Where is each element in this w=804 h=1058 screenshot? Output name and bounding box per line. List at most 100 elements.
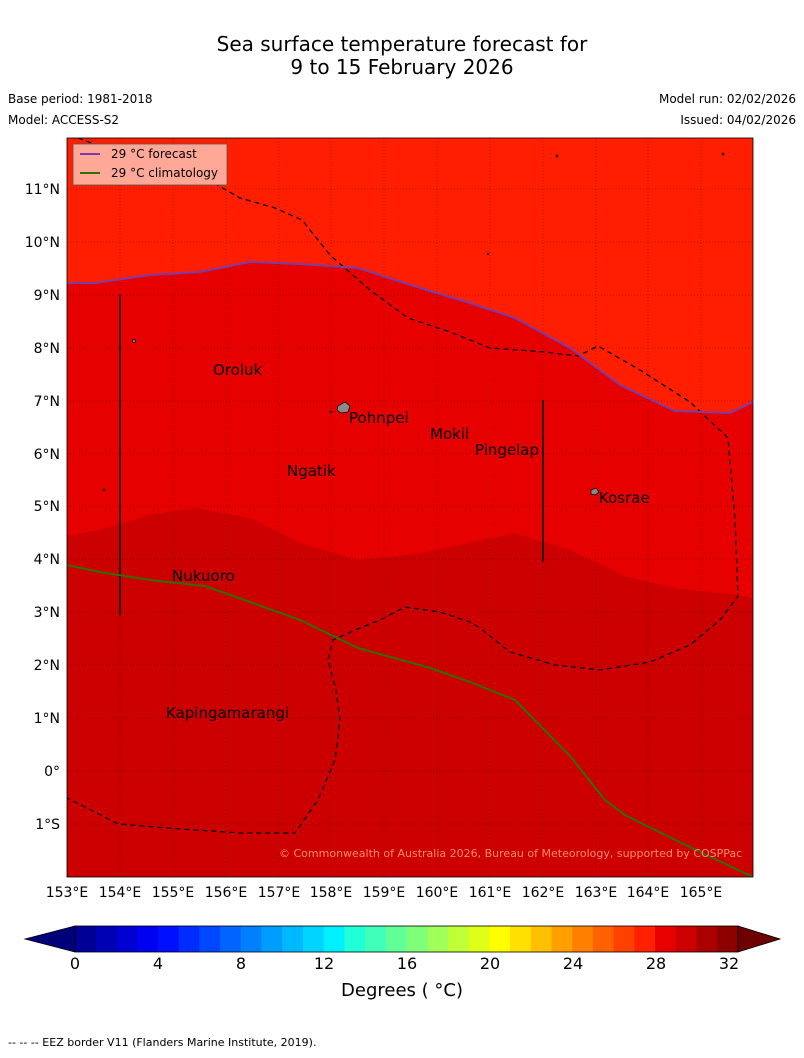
lon-tick-label: 158°E (310, 885, 353, 901)
title-line-2: 9 to 15 February 2026 (290, 55, 514, 79)
colorbar-cell (696, 926, 718, 952)
lon-tick-label: 153°E (46, 885, 89, 901)
colorbar-high-arrow (737, 925, 782, 953)
lon-tick-label: 165°E (680, 885, 723, 901)
lat-tick-label: 2°N (34, 658, 60, 674)
colorbar-cell (572, 926, 594, 952)
lat-tick-label: 7°N (34, 394, 60, 410)
colorbar-cell (447, 926, 470, 952)
colorbar-cell (634, 926, 656, 952)
colorbar-cells (75, 926, 739, 952)
legend-climatology-label: 29 °C climatology (111, 166, 218, 180)
colorbar-cell (95, 926, 117, 952)
colorbar-cell (510, 926, 532, 952)
colorbar-cell (551, 926, 573, 952)
legend-forecast-label: 29 °C forecast (111, 147, 197, 161)
base-period: Base period: 1981-2018 (8, 92, 153, 106)
lat-tick-label: 9°N (34, 288, 60, 304)
copyright-note: © Commonwealth of Australia 2026, Bureau… (279, 847, 742, 860)
place-label-mokil: Mokil (430, 425, 469, 443)
lon-tick-label: 157°E (258, 885, 301, 901)
legend-box (72, 143, 228, 186)
colorbar-cell (427, 926, 449, 952)
lon-tick-label: 154°E (99, 885, 142, 901)
islands (102, 152, 725, 496)
colorbar-cell (116, 926, 138, 952)
colorbar-cell (344, 926, 366, 952)
colorbar-cell (406, 926, 428, 952)
lon-tick-label: 155°E (152, 885, 195, 901)
colorbar-cell (157, 926, 180, 952)
place-label-kapingamarangi: Kapingamarangi (166, 704, 289, 722)
map-area: Oroluk Pohnpei Mokil Pingelap Ngatik Kos… (67, 138, 753, 877)
eez-borders (67, 138, 739, 834)
lat-tick-label: 5°N (34, 499, 60, 515)
colorbar-cell (137, 926, 159, 952)
colorbar-frame (74, 925, 739, 953)
colorbar-cell (240, 926, 262, 952)
lat-ticks: 1°S 0° 1°N 2°N 3°N 4°N 5°N 6°N 7°N 8°N 9… (25, 182, 60, 833)
title-line-1: Sea surface temperature forecast for (216, 32, 588, 56)
lat-tick-label: 1°S (35, 817, 60, 833)
lon-tick-label: 156°E (205, 885, 248, 901)
oroluk-island (132, 339, 136, 343)
colorbar-cell (385, 926, 407, 952)
colorbar-cell (75, 926, 97, 952)
lon-tick-label: 163°E (575, 885, 618, 901)
model-name: Model: ACCESS-S2 (8, 113, 120, 127)
issued-date: Issued: 04/02/2026 (680, 113, 796, 127)
colorbar-cell (302, 926, 325, 952)
colorbar-label: Degrees ( °C) (341, 980, 463, 1001)
colorbar-cell (261, 926, 283, 952)
place-label-ngatik: Ngatik (287, 462, 336, 480)
colorbar-cell (220, 926, 242, 952)
colorbar-cell (178, 926, 200, 952)
colorbar-cell (468, 926, 490, 952)
climatology-29c-line (67, 564, 753, 877)
lon-tick-label: 164°E (627, 885, 670, 901)
colorbar-tick-label: 12 (314, 954, 334, 973)
lon-tick-label: 162°E (522, 885, 565, 901)
colorbar-cell (675, 926, 698, 952)
colorbar-cell (613, 926, 635, 952)
forecast-29c-line (67, 260, 753, 415)
colorbar-cell (365, 926, 387, 952)
colorbar-low-arrow (23, 925, 76, 953)
colorbar: 0 4 8 12 16 20 24 28 32 (23, 925, 782, 973)
pohnpei-island (336, 401, 351, 414)
colorbar-cell (717, 926, 739, 952)
lat-tick-label: 6°N (34, 447, 60, 463)
atoll-dot-5 (486, 252, 490, 256)
colorbar-tick-label: 8 (236, 954, 246, 973)
atoll-dot-3 (721, 152, 725, 156)
colorbar-cell (530, 926, 553, 952)
atoll-dot-1 (329, 410, 333, 414)
lat-tick-label: 11°N (25, 182, 60, 198)
lat-tick-label: 3°N (34, 605, 60, 621)
map-grid (67, 138, 753, 877)
lat-tick-label: 10°N (25, 235, 60, 251)
map-frame (66, 137, 754, 878)
map-legend: 29 °C forecast 29 °C climatology (72, 143, 228, 186)
colorbar-tick-label: 0 (70, 954, 80, 973)
colorbar-cell (199, 926, 221, 952)
lat-tick-label: 8°N (34, 341, 60, 357)
place-label-kosrae: Kosrae (599, 489, 650, 507)
lon-tick-label: 161°E (469, 885, 512, 901)
atoll-dot-2 (555, 154, 559, 158)
atoll-dot-4 (102, 488, 106, 492)
lat-tick-label: 0° (44, 764, 60, 780)
colorbar-cell (592, 926, 615, 952)
colorbar-tick-label: 24 (563, 954, 583, 973)
place-label-pohnpei: Pohnpei (349, 409, 409, 427)
footer-note: -- -- -- EEZ border V11 (Flanders Marine… (8, 1036, 317, 1049)
colorbar-cell (282, 926, 304, 952)
place-label-nukuoro: Nukuoro (172, 567, 235, 585)
lon-ticks: 153°E 154°E 155°E 156°E 157°E 158°E 159°… (46, 885, 723, 901)
colorbar-tick-label: 28 (646, 954, 666, 973)
lat-tick-label: 4°N (34, 552, 60, 568)
lon-tick-label: 160°E (416, 885, 459, 901)
model-run: Model run: 02/02/2026 (658, 92, 796, 106)
lon-tick-label: 159°E (363, 885, 406, 901)
